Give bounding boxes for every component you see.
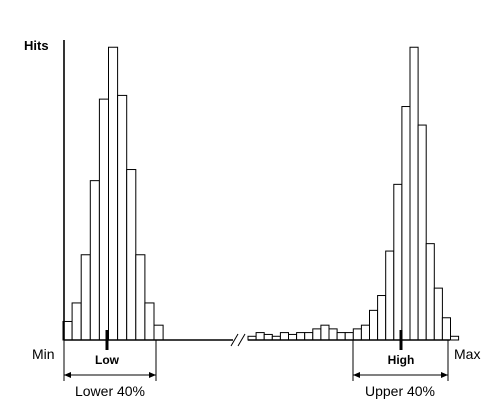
axis-break-icon (230, 333, 246, 347)
histogram-bar (71, 302, 82, 341)
histogram-bar (89, 180, 100, 341)
histogram-bar (98, 98, 110, 341)
upper-40-label: Upper 40% (365, 383, 435, 399)
histogram-bar (279, 332, 289, 341)
y-axis-label: Hits (24, 38, 49, 53)
histogram-bar (153, 324, 164, 341)
upper-distribution-bars (247, 46, 460, 341)
histogram-bar (135, 254, 146, 341)
histogram-bar (401, 106, 411, 341)
histogram-bar (126, 169, 137, 341)
histogram-bar (369, 309, 379, 341)
histogram-bar (304, 332, 314, 341)
histogram-bar (263, 333, 273, 341)
histogram-bar (328, 328, 338, 341)
histogram-bar (417, 124, 427, 341)
lower-distribution-bars (62, 46, 164, 341)
high-marker-label: High (388, 353, 415, 367)
histogram-bar (144, 302, 155, 341)
histogram-bar (409, 46, 419, 341)
x-max-label: Max (454, 346, 480, 362)
histogram-bar (336, 332, 346, 341)
histogram-bar (352, 328, 362, 341)
histogram-bar (344, 332, 354, 341)
histogram-bar (360, 324, 370, 341)
x-min-label: Min (32, 346, 55, 362)
histogram-bar (441, 317, 451, 341)
upper-40-span: Upper 40% (352, 340, 449, 399)
histogram-bar (425, 243, 435, 341)
histogram-bar (433, 287, 443, 341)
histogram-bar (393, 183, 403, 341)
histogram-bar (377, 295, 387, 341)
histogram-bar (450, 335, 460, 341)
low-marker-label: Low (95, 353, 120, 367)
histogram-bar (312, 328, 322, 341)
histogram-bar (296, 332, 306, 341)
histogram-bar (108, 46, 119, 341)
histogram-bar (288, 333, 298, 341)
histogram-bar (117, 94, 128, 341)
lower-40-label: Lower 40% (75, 383, 145, 399)
histogram-bar (255, 332, 265, 341)
histogram-bar (385, 250, 395, 341)
lower-40-span: Lower 40% (63, 340, 157, 399)
histogram-bar (320, 324, 330, 341)
histogram-bar (80, 254, 91, 341)
